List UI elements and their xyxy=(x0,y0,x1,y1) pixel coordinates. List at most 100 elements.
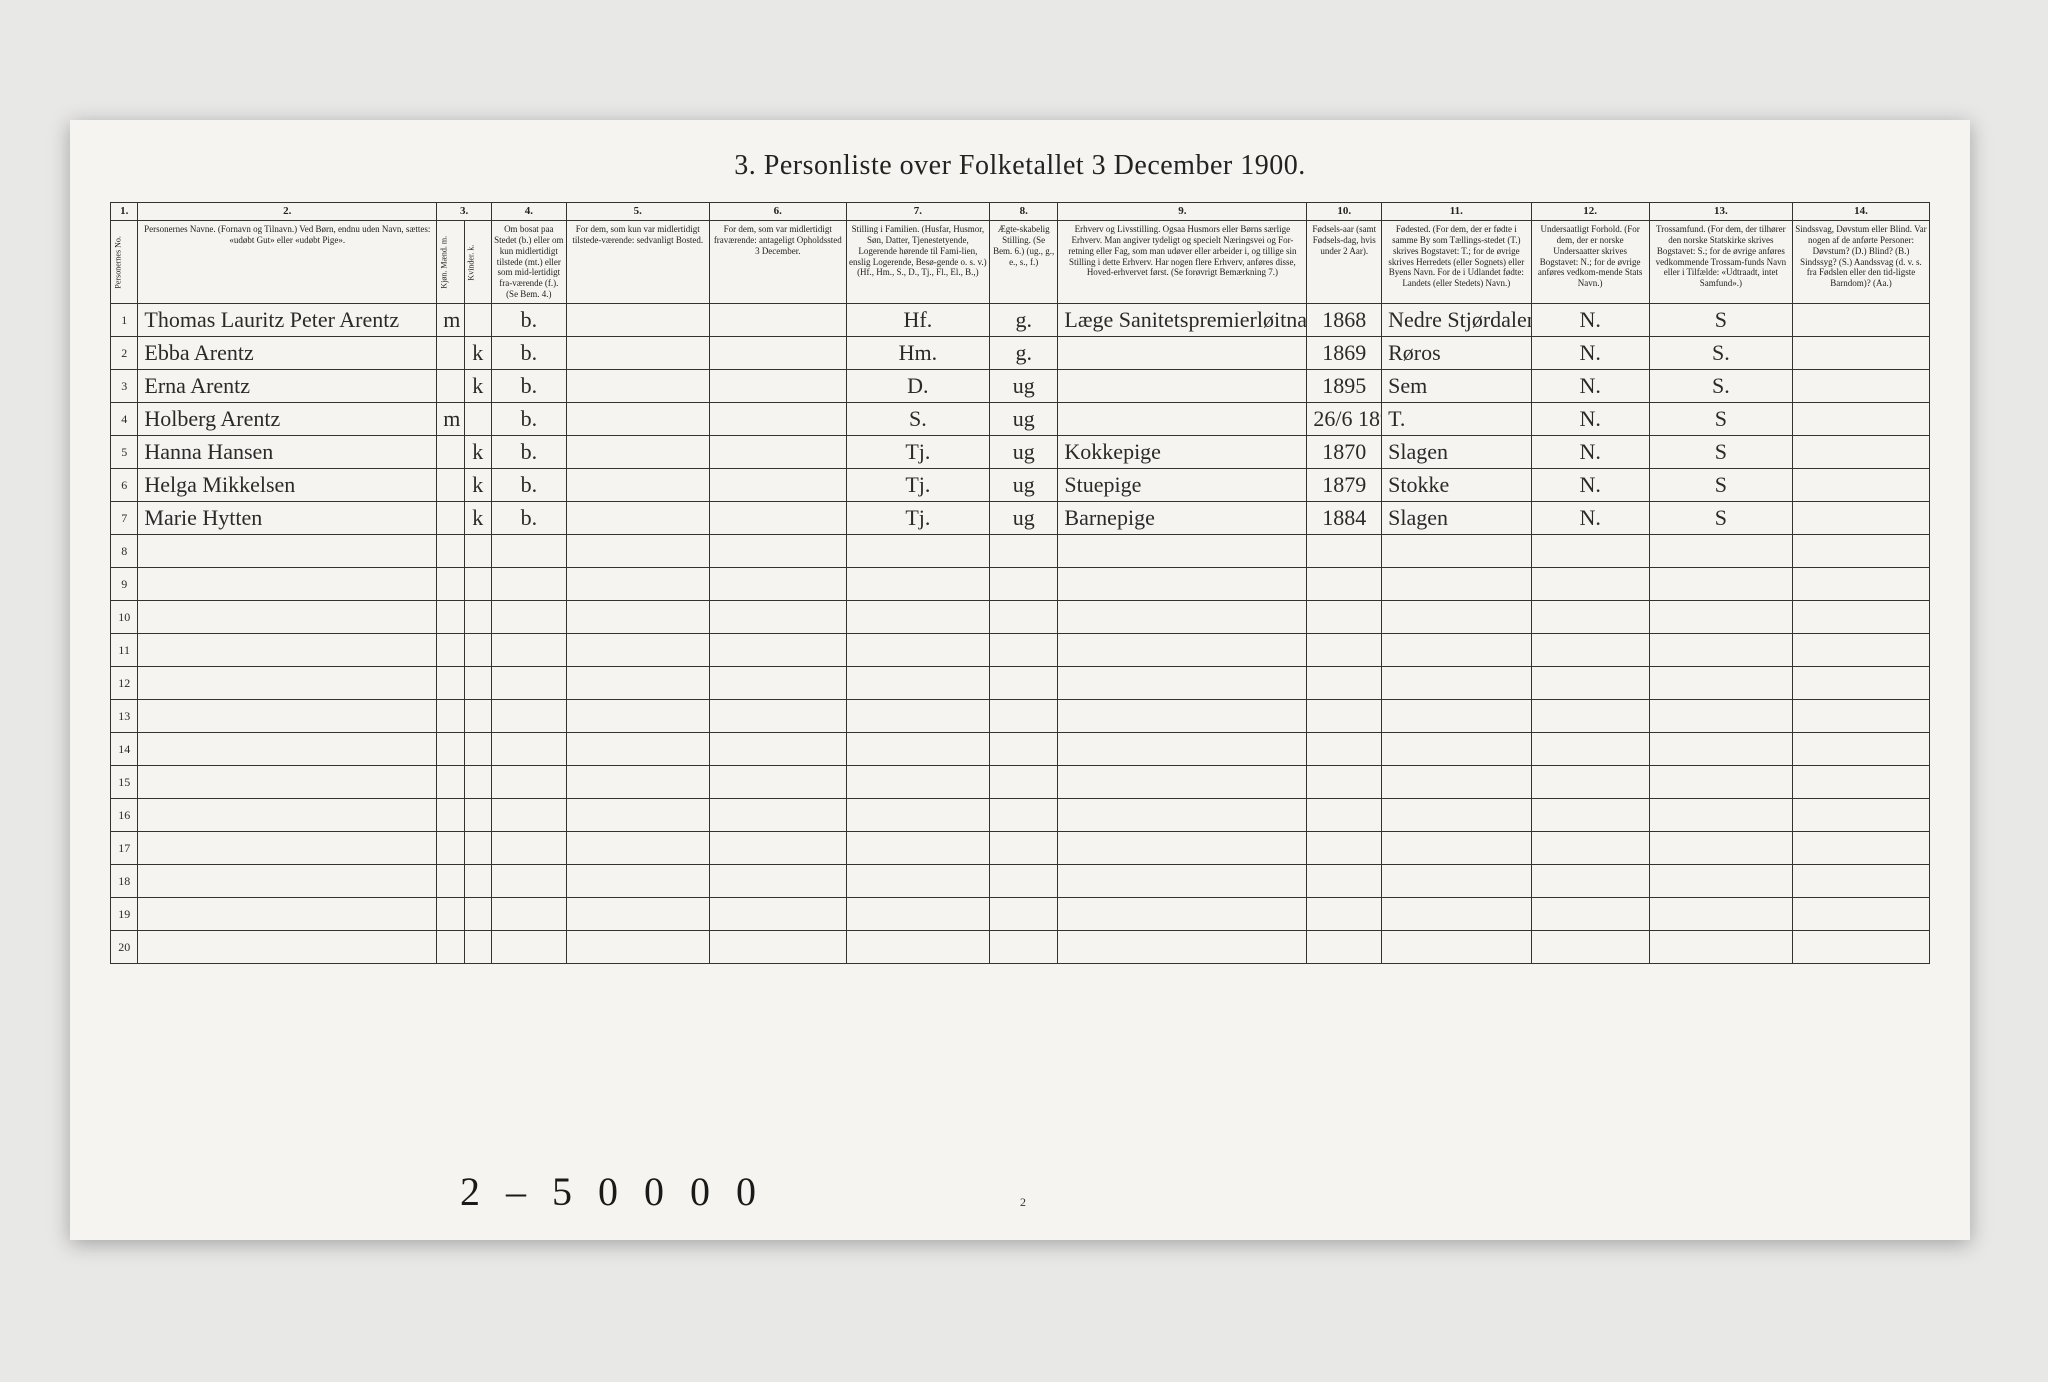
table-cell xyxy=(464,303,491,336)
table-cell xyxy=(1058,369,1307,402)
table-cell xyxy=(1058,864,1307,897)
table-cell: 1870 xyxy=(1307,435,1382,468)
table-cell xyxy=(566,699,709,732)
table-cell: k xyxy=(464,468,491,501)
table-cell: ug xyxy=(989,369,1057,402)
table-cell xyxy=(1792,501,1929,534)
col-header: For dem, som var midlertidigt fraværende… xyxy=(709,221,846,304)
table-cell: 14 xyxy=(111,732,138,765)
table-row: 6Helga Mikkelsenkb.Tj.ugStuepige1879Stok… xyxy=(111,468,1930,501)
table-cell xyxy=(709,765,846,798)
table-cell: Barnepige xyxy=(1058,501,1307,534)
table-cell: S xyxy=(1649,435,1792,468)
table-cell: Marie Hytten xyxy=(138,501,437,534)
table-cell xyxy=(491,930,566,963)
table-cell xyxy=(1792,831,1929,864)
table-cell xyxy=(1649,897,1792,930)
table-cell xyxy=(464,534,491,567)
table-cell xyxy=(709,501,846,534)
table-cell xyxy=(1649,930,1792,963)
table-row: 12 xyxy=(111,666,1930,699)
col-num: 14. xyxy=(1792,203,1929,221)
col-header: Stilling i Familien. (Husfar, Husmor, Sø… xyxy=(846,221,989,304)
table-cell xyxy=(989,633,1057,666)
table-cell: 17 xyxy=(111,831,138,864)
table-cell xyxy=(464,600,491,633)
table-cell xyxy=(1649,798,1792,831)
table-cell xyxy=(1307,930,1382,963)
col-num: 9. xyxy=(1058,203,1307,221)
table-cell xyxy=(437,600,464,633)
table-cell: g. xyxy=(989,303,1057,336)
table-cell xyxy=(1382,699,1531,732)
table-cell: k xyxy=(464,369,491,402)
table-cell: ug xyxy=(989,435,1057,468)
table-cell xyxy=(437,930,464,963)
col-num: 7. xyxy=(846,203,989,221)
table-cell: 4 xyxy=(111,402,138,435)
table-cell xyxy=(1531,897,1649,930)
table-cell xyxy=(709,930,846,963)
table-cell xyxy=(138,666,437,699)
table-row: 2Ebba Arentzkb.Hm.g.1869RørosN.S. xyxy=(111,336,1930,369)
table-cell: 1869 xyxy=(1307,336,1382,369)
table-cell xyxy=(464,765,491,798)
table-row: 8 xyxy=(111,534,1930,567)
table-row: 11 xyxy=(111,633,1930,666)
table-cell xyxy=(1382,534,1531,567)
col-header: Om bosat paa Stedet (b.) eller om kun mi… xyxy=(491,221,566,304)
table-cell xyxy=(1792,303,1929,336)
table-cell: S xyxy=(1649,303,1792,336)
table-cell xyxy=(1649,666,1792,699)
table-cell xyxy=(491,831,566,864)
table-cell xyxy=(138,765,437,798)
table-cell: 16 xyxy=(111,798,138,831)
table-cell xyxy=(1531,930,1649,963)
table-cell: Slagen xyxy=(1382,435,1531,468)
table-row: 5Hanna Hansenkb.Tj.ugKokkepige1870Slagen… xyxy=(111,435,1930,468)
table-cell xyxy=(709,897,846,930)
table-cell xyxy=(437,732,464,765)
table-cell: D. xyxy=(846,369,989,402)
table-header: 1. 2. 3. 4. 5. 6. 7. 8. 9. 10. 11. 12. 1… xyxy=(111,203,1930,304)
table-cell: 18 xyxy=(111,864,138,897)
table-cell: 15 xyxy=(111,765,138,798)
table-cell: ug xyxy=(989,501,1057,534)
table-cell xyxy=(1792,369,1929,402)
table-row: 7Marie Hyttenkb.Tj.ugBarnepige1884Slagen… xyxy=(111,501,1930,534)
table-cell xyxy=(846,600,989,633)
table-cell xyxy=(846,765,989,798)
table-cell xyxy=(1307,732,1382,765)
table-cell: b. xyxy=(491,468,566,501)
table-row: 9 xyxy=(111,567,1930,600)
col-num: 6. xyxy=(709,203,846,221)
table-cell xyxy=(709,600,846,633)
table-cell xyxy=(491,798,566,831)
table-cell xyxy=(566,666,709,699)
table-cell xyxy=(1531,699,1649,732)
table-cell xyxy=(1531,534,1649,567)
table-row: 4Holberg Arentzmb.S.ug26/6 1899T.N.S xyxy=(111,402,1930,435)
table-cell xyxy=(1531,567,1649,600)
table-cell xyxy=(1382,633,1531,666)
table-cell xyxy=(709,864,846,897)
table-row: 1Thomas Lauritz Peter Arentzmb.Hf.g.Læge… xyxy=(111,303,1930,336)
table-cell xyxy=(566,633,709,666)
table-cell xyxy=(989,765,1057,798)
table-cell xyxy=(464,699,491,732)
col-num: 10. xyxy=(1307,203,1382,221)
table-cell xyxy=(1382,798,1531,831)
table-cell xyxy=(709,567,846,600)
table-cell xyxy=(1792,897,1929,930)
table-cell: 9 xyxy=(111,567,138,600)
page-title: 3. Personliste over Folketallet 3 Decemb… xyxy=(110,150,1930,182)
col-num: 2. xyxy=(138,203,437,221)
table-cell xyxy=(491,864,566,897)
table-cell xyxy=(437,468,464,501)
table-cell xyxy=(1531,798,1649,831)
table-cell xyxy=(1649,765,1792,798)
table-cell xyxy=(989,666,1057,699)
table-cell xyxy=(1649,600,1792,633)
table-cell xyxy=(1531,666,1649,699)
table-cell xyxy=(138,567,437,600)
